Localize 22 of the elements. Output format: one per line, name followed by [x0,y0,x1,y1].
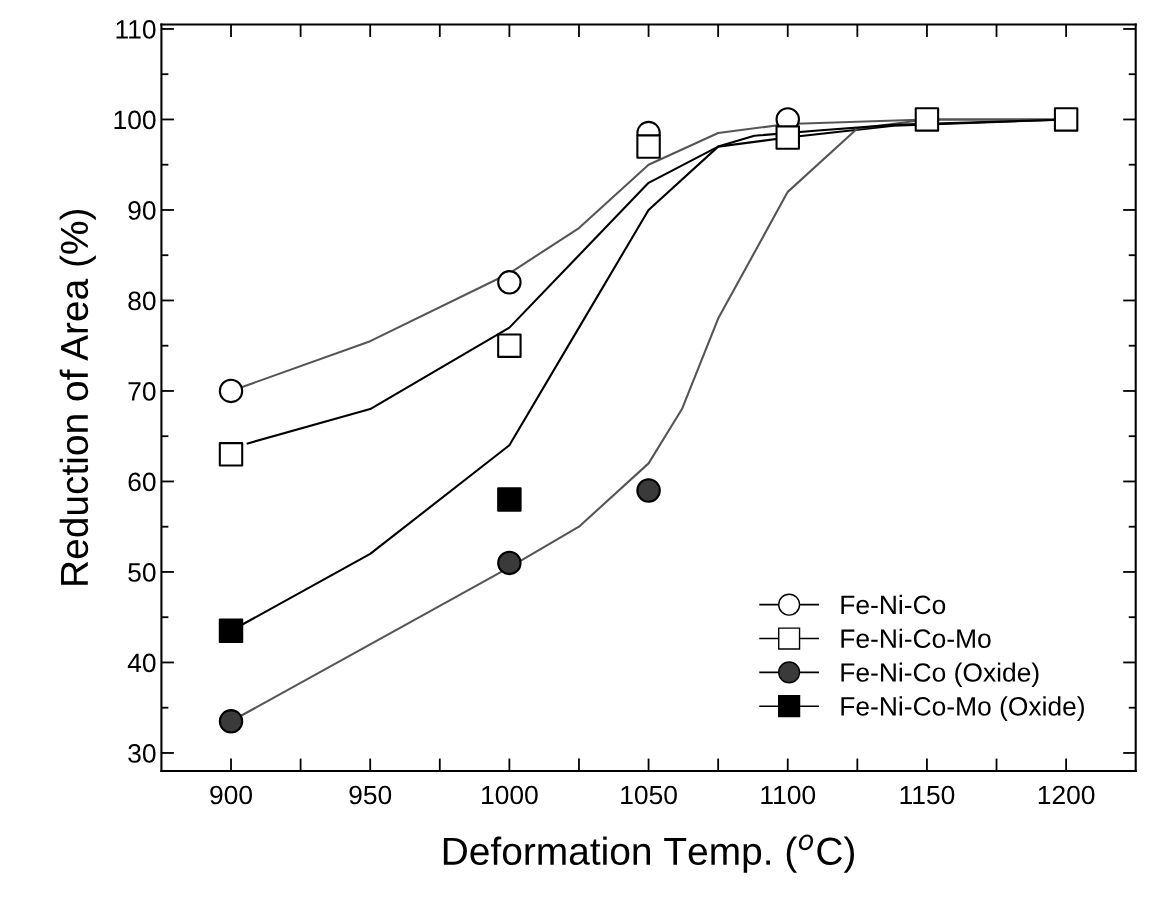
y-tick-label: 80 [128,291,156,311]
x-tick-label: 900 [210,785,252,805]
legend-label: Fe-Ni-Co-Mo (Oxide) [841,696,1084,721]
x-axis-title: Deformation Temp. ($^{o}$C) [443,834,854,873]
y-tick-label: 40 [127,653,156,673]
y-tick-label: 50 [128,563,156,582]
y-axis-title: Reduction of Area (%) [59,209,96,585]
x-tick-label: 1050 [621,785,677,805]
legend-label: Fe-Ni-Co-Mo [841,628,991,649]
y-tick-label: 110 [116,20,156,39]
x-tick-label: 1200 [1038,785,1095,805]
y-tick-label: 60 [128,472,156,492]
x-tick-label: 1150 [900,785,955,805]
x-tick-label: 1100 [761,785,816,805]
x-tick-label: 1000 [482,785,538,805]
y-tick-label: 70 [128,382,156,401]
y-tick-label: 30 [128,744,156,763]
legend-label: Fe-Ni-Co [841,594,946,615]
y-tick-label: 100 [114,110,156,130]
x-tick-label: 950 [349,785,392,805]
legend-label: Fe-Ni-Co (Oxide) [841,662,1039,688]
y-tick-label: 90 [128,201,156,220]
